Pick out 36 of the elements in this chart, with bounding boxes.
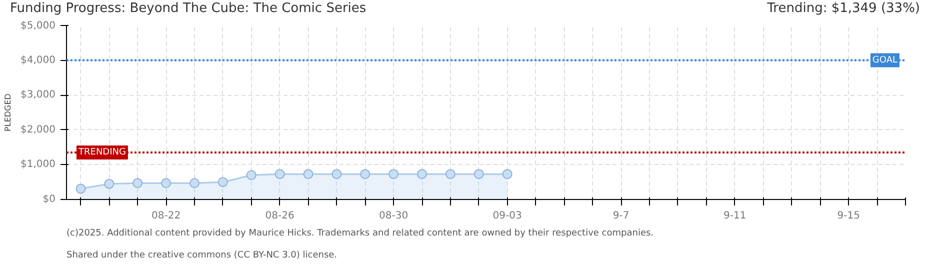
x-tick-label: 9-7 xyxy=(612,210,630,222)
x-tick-label: 08-26 xyxy=(265,210,294,222)
y-tick-label: $5,000 xyxy=(20,20,56,32)
point xyxy=(218,177,228,188)
text: (c)2025. Additional content provided by Maurice Hicks. Trademarks and related content are owned by their respective companies. xyxy=(66,228,654,238)
point xyxy=(388,169,399,180)
point xyxy=(274,169,285,180)
x-tick-label: 9-15 xyxy=(837,210,860,222)
point xyxy=(189,178,200,188)
y-axis-title: PLEDGED xyxy=(4,94,13,132)
point xyxy=(104,178,114,189)
x-tick-label: 9-11 xyxy=(724,210,746,222)
text: Shared under the creative commons (CC BY-NC 3.0) license. xyxy=(66,250,338,260)
point xyxy=(246,170,256,180)
y-tick-label: $3,000 xyxy=(20,90,56,101)
point xyxy=(502,169,512,180)
point xyxy=(303,169,314,180)
ref-line-label: TRENDING xyxy=(78,148,126,158)
point xyxy=(76,184,86,194)
y-tick-label: $0 xyxy=(42,194,56,205)
point xyxy=(161,178,172,188)
point xyxy=(360,169,370,180)
x-tick-label: 08-30 xyxy=(379,210,408,222)
x-tick-label: 08-22 xyxy=(152,210,181,222)
chart-subtitle: Trending: $1,349 (33%) xyxy=(767,0,920,18)
chart-title: Funding Progress: Beyond The Cube: The Comic Series xyxy=(10,0,366,18)
ref-line-label: GOAL xyxy=(872,55,898,66)
y-tick-label: $4,000 xyxy=(20,54,56,66)
y-tick-label: $1,000 xyxy=(20,159,56,170)
point xyxy=(132,178,143,188)
point xyxy=(332,169,342,180)
point xyxy=(474,169,484,180)
point xyxy=(445,169,456,180)
y-tick-label: $2,000 xyxy=(20,124,56,136)
point xyxy=(417,169,428,180)
x-tick-label: 09-03 xyxy=(492,210,522,222)
